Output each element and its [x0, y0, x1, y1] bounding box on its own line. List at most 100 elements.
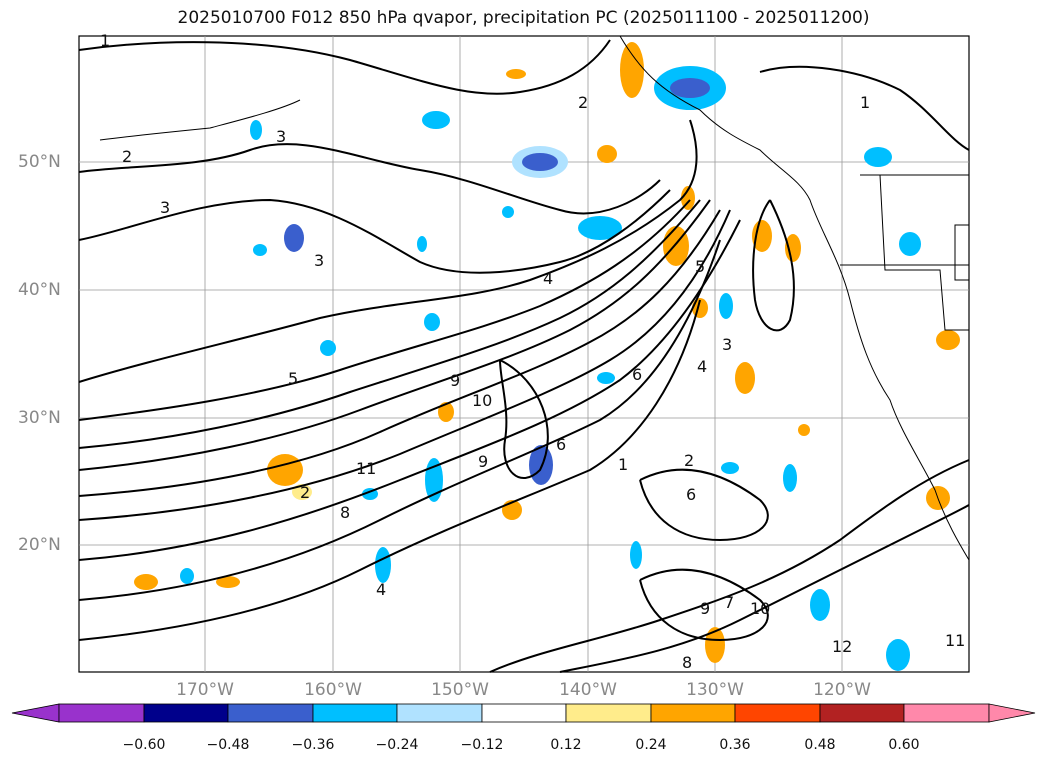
colorbar-tick: −0.36: [291, 737, 335, 753]
contour-label: 4: [697, 357, 707, 376]
contour-label: 5: [695, 257, 705, 276]
lon-label: 170°W: [176, 680, 234, 700]
colorbar-tick: −0.12: [460, 737, 504, 753]
lon-label: 130°W: [686, 680, 744, 700]
colorbar: [11, 703, 1036, 723]
contour-label: 3: [276, 127, 286, 146]
page-title: 2025010700 F012 850 hPa qvapor, precipit…: [177, 8, 870, 28]
contour-label: 9: [450, 371, 460, 390]
contour-label: 7: [724, 593, 734, 612]
colorbar-segment: [819, 703, 905, 723]
precip-blob: [899, 232, 921, 256]
precip-blob: [620, 42, 644, 98]
lat-label: 20°N: [18, 535, 61, 555]
contour-label: 2: [578, 93, 588, 112]
precip-blob: [670, 78, 710, 98]
colorbar-tick: 0.12: [550, 737, 582, 753]
contour-label: 11: [945, 631, 965, 650]
contour-label: 12: [832, 637, 852, 656]
precip-blob: [134, 574, 158, 590]
colorbar-extend-low: [11, 703, 60, 723]
precip-blob: [284, 224, 304, 252]
contour-label: 3: [722, 335, 732, 354]
colorbar-segment: [650, 703, 736, 723]
lat-label: 40°N: [18, 280, 61, 300]
precip-blob: [721, 462, 739, 474]
precip-blob: [180, 568, 194, 584]
colorbar-extend-high: [988, 703, 1036, 723]
precip-blob: [798, 424, 810, 436]
contour-labels: 1 2 3 3 3 2 4 5 9 10 11 9 8 6 6 4 2 1 2 …: [100, 31, 965, 672]
precip-blob: [375, 547, 391, 583]
precip-blob: [578, 216, 622, 240]
contour-label: 1: [860, 93, 870, 112]
precip-blob: [250, 120, 262, 140]
lon-label: 140°W: [559, 680, 617, 700]
precip-blob: [253, 244, 267, 256]
colorbar-segment: [58, 703, 145, 723]
qvapor-contours: [78, 39, 970, 673]
precip-blob: [936, 330, 960, 350]
precip-blob: [705, 627, 725, 663]
contour-label: 2: [300, 483, 310, 502]
precip-blob: [424, 313, 440, 331]
contour-label: 4: [543, 269, 553, 288]
contour-label: 9: [700, 599, 710, 618]
precip-blob: [502, 206, 514, 218]
colorbar-segment: [227, 703, 314, 723]
precip-blob: [785, 234, 801, 262]
precip-blob: [417, 236, 427, 252]
precip-blob: [630, 541, 642, 569]
precip-blob: [597, 372, 615, 384]
colorbar-segment: [312, 703, 398, 723]
colorbar-segment: [481, 703, 567, 723]
colorbar-segment: [734, 703, 821, 723]
contour-label: 10: [750, 599, 770, 618]
contour-label: 5: [288, 369, 298, 388]
precip-blob: [864, 147, 892, 167]
precip-blob: [886, 639, 910, 671]
colorbar-segment: [396, 703, 483, 723]
lat-label: 30°N: [18, 408, 61, 428]
colorbar-tick: −0.60: [122, 737, 166, 753]
contour-label: 4: [376, 580, 386, 599]
contour-label: 6: [686, 485, 696, 504]
precip-blob: [320, 340, 336, 356]
contour-label: 1: [100, 31, 110, 50]
contour-label: 9: [478, 452, 488, 471]
colorbar-tick: −0.24: [375, 737, 419, 753]
colorbar-segment: [143, 703, 229, 723]
lat-label: 50°N: [18, 152, 61, 172]
contour-label: 2: [122, 147, 132, 166]
lon-label: 160°W: [304, 680, 362, 700]
precip-blob: [267, 454, 303, 486]
lon-label: 120°W: [813, 680, 871, 700]
precip-blob: [810, 589, 830, 621]
precip-blob: [506, 69, 526, 79]
contour-label: 6: [556, 435, 566, 454]
precip-blob: [597, 145, 617, 163]
precip-blob: [735, 362, 755, 394]
contour-label: 11: [356, 459, 376, 478]
colorbar-segment: [903, 703, 990, 723]
colorbar-tick: 0.24: [635, 737, 667, 753]
contour-label: 8: [340, 503, 350, 522]
precip-blob: [422, 111, 450, 129]
colorbar-tick: 0.48: [804, 737, 836, 753]
coastlines: [99, 35, 970, 561]
contour-label: 3: [314, 251, 324, 270]
contour-label: 10: [472, 391, 492, 410]
contour-label: 6: [632, 365, 642, 384]
precip-blob: [719, 293, 733, 319]
colorbar-tick: −0.48: [206, 737, 250, 753]
precip-blob: [216, 576, 240, 588]
precip-blob: [522, 153, 558, 171]
contour-label: 3: [160, 198, 170, 217]
precip-blob: [681, 186, 695, 210]
colorbar-segment: [565, 703, 652, 723]
precip-blob: [783, 464, 797, 492]
contour-label: 1: [618, 455, 628, 474]
colorbar-tick: 0.36: [719, 737, 751, 753]
lon-label: 150°W: [431, 680, 489, 700]
